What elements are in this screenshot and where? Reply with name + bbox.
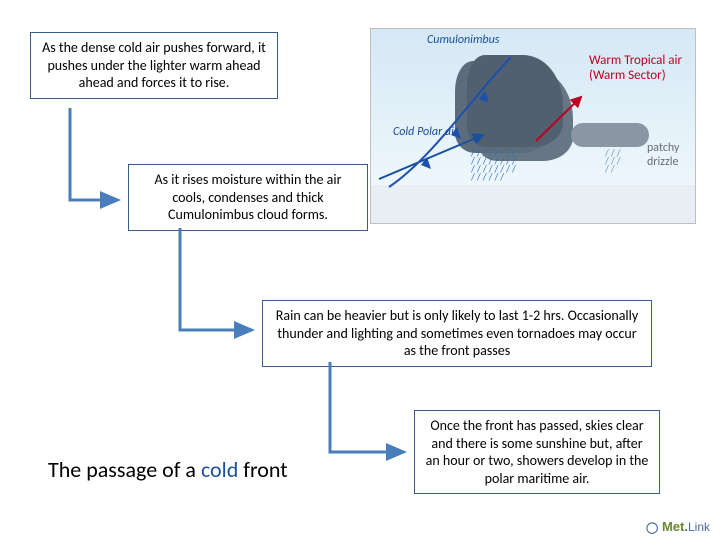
- rain-drizzle: ////////: [605, 149, 623, 173]
- page-title: The passage of a cold front: [48, 456, 288, 483]
- step-1-text: As the dense cold air pushes forward, it…: [42, 39, 266, 91]
- step-2-text: As it rises moisture within the air cool…: [155, 171, 342, 223]
- label-warm-line2: (Warm Sector): [589, 68, 666, 83]
- step-1-box: As the dense cold air pushes forward, it…: [30, 32, 278, 99]
- label-warm-sector: Warm Tropical air (Warm Sector): [589, 53, 682, 83]
- title-before: The passage of a: [48, 456, 201, 483]
- cumulonimbus-cloud: [467, 55, 563, 147]
- cold-front-diagram: ////////////////////////////// //////// …: [370, 28, 696, 224]
- step-4-text: Once the front has passed, skies clear a…: [426, 417, 649, 487]
- step-2-box: As it rises moisture within the air cool…: [128, 164, 368, 231]
- diagram-ground: [371, 185, 695, 223]
- label-drizzle-line1: patchy: [647, 141, 679, 155]
- logo-pre: Met: [662, 519, 684, 534]
- label-cumulonimbus: Cumulonimbus: [427, 33, 499, 47]
- step-4-box: Once the front has passed, skies clear a…: [414, 410, 660, 494]
- label-drizzle-line2: drizzle: [647, 155, 678, 169]
- step-3-text: Rain can be heavier but is only likely t…: [276, 307, 638, 359]
- label-cold-polar: Cold Polar air: [393, 125, 458, 139]
- logo-post: Link: [688, 520, 710, 534]
- frontal-low-cloud: [571, 123, 649, 147]
- label-drizzle: patchy drizzle: [647, 141, 679, 169]
- rain-main: //////////////////////////////: [471, 149, 518, 181]
- step-3-box: Rain can be heavier but is only likely t…: [262, 300, 652, 367]
- title-highlight: cold: [201, 456, 238, 483]
- metlink-logo: ◯ Met.Link: [646, 519, 710, 534]
- title-after: front: [238, 456, 287, 483]
- label-warm-line1: Warm Tropical air: [589, 53, 682, 68]
